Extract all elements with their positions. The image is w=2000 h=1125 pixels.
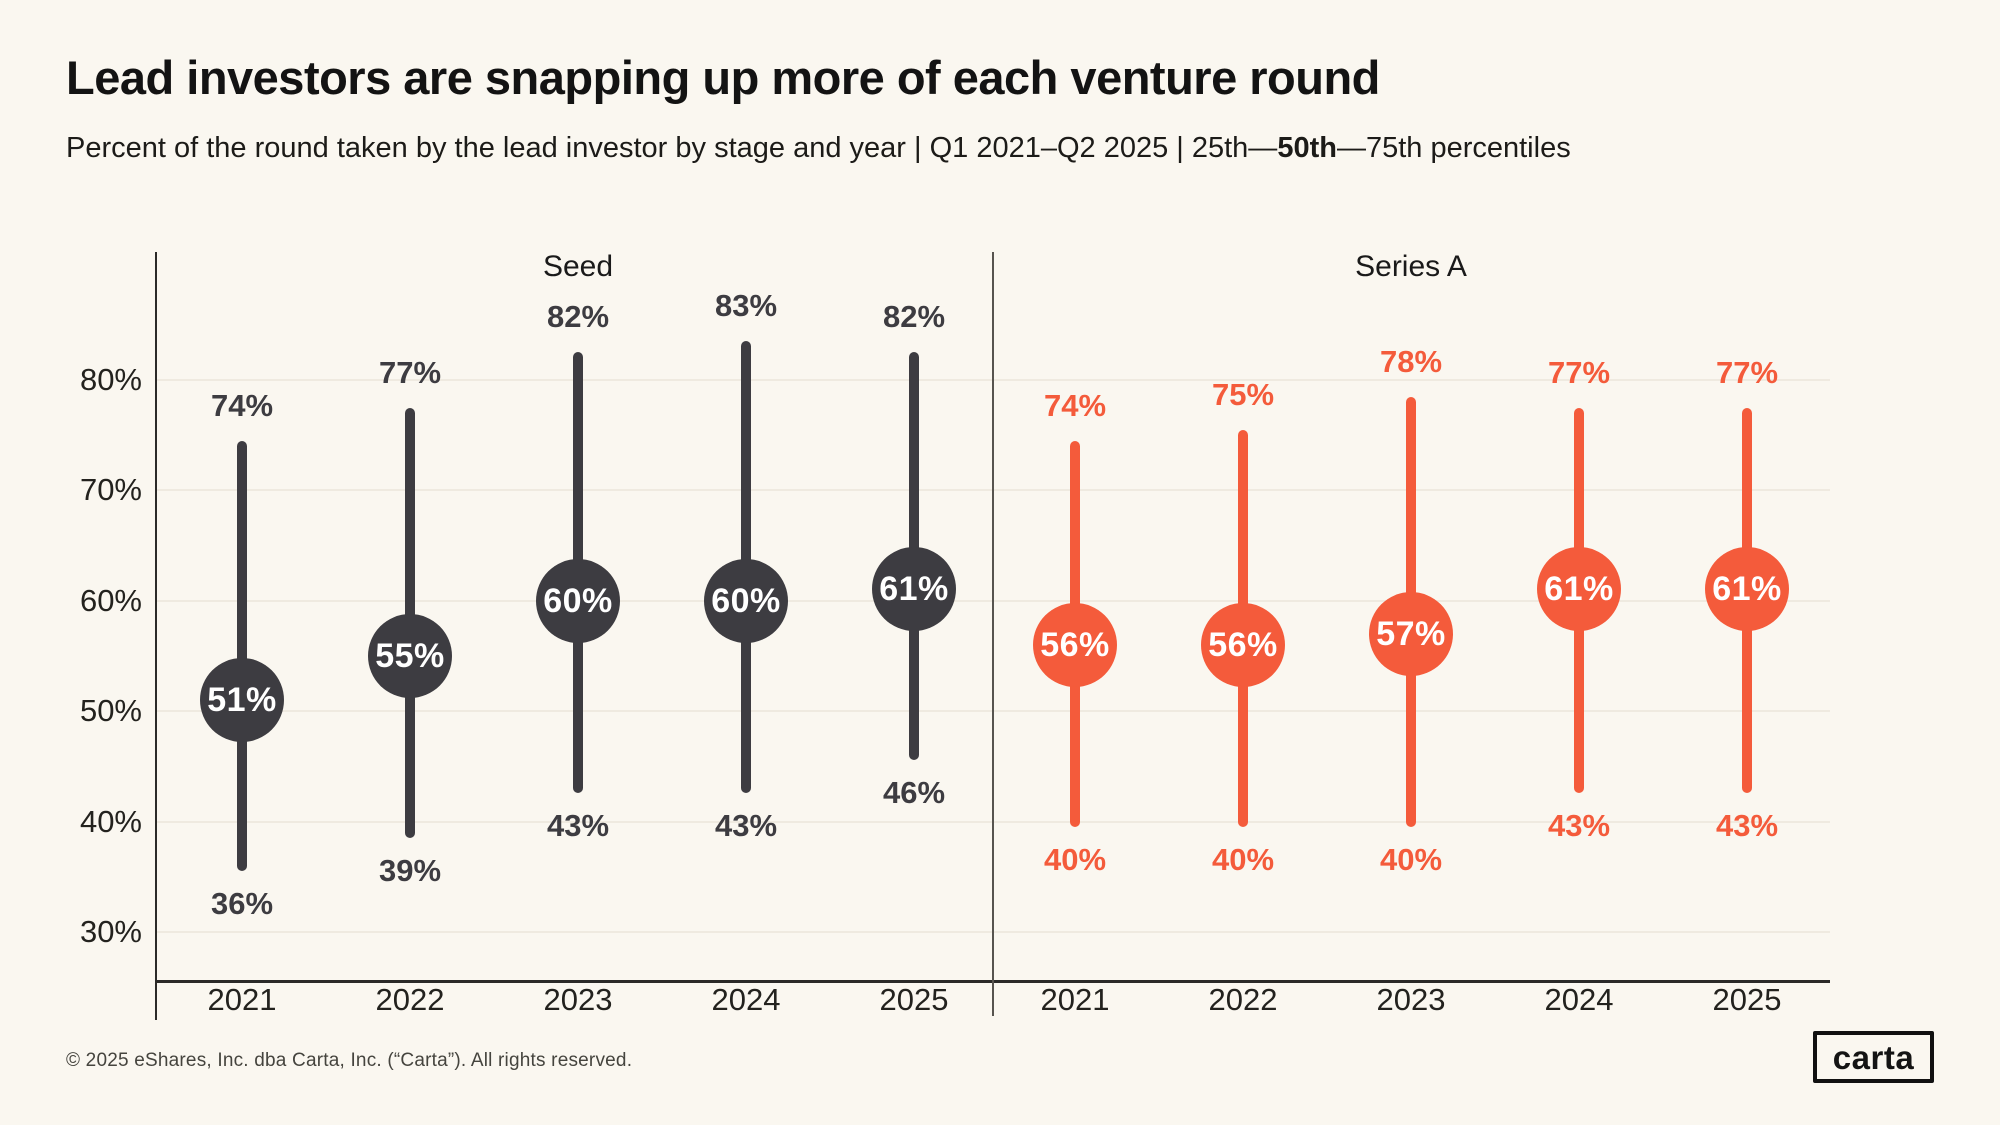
median-circle: 61% [872,547,956,631]
p25-value-label: 43% [1715,808,1779,843]
median-circle: 51% [200,658,284,742]
y-axis-tick-label: 50% [79,693,142,728]
x-axis-year-label: 2023 [1376,982,1446,1017]
p75-value-label: 83% [714,288,778,323]
p25-value-label: 39% [378,853,442,888]
p75-value-label: 82% [546,299,610,334]
x-axis-year-label: 2025 [879,982,949,1017]
x-axis-year-label: 2021 [1040,982,1110,1017]
y-axis-tick-label: 30% [79,914,142,949]
p25-value-label: 40% [1379,842,1443,877]
x-axis-year-label: 2024 [711,982,781,1017]
median-value-label: 56% [1208,625,1278,664]
median-value-label: 61% [1544,569,1614,608]
p75-value-label: 77% [1715,355,1779,390]
y-axis-line [155,252,157,1020]
y-axis-tick-label: 80% [79,362,142,397]
p75-value-label: 78% [1379,344,1443,379]
median-value-label: 61% [1712,569,1782,608]
subtitle-text-end: —75th percentiles [1336,132,1571,164]
median-value-label: 60% [711,581,781,620]
median-value-label: 56% [1040,625,1110,664]
x-axis-year-label: 2022 [375,982,445,1017]
median-circle: 61% [1705,547,1789,631]
median-circle: 56% [1033,603,1117,687]
median-value-label: 60% [543,581,613,620]
p25-value-label: 43% [714,808,778,843]
p75-value-label: 74% [1043,388,1107,423]
median-circle: 60% [536,559,620,643]
x-axis-year-label: 2022 [1208,982,1278,1017]
median-circle: 61% [1537,547,1621,631]
p75-value-label: 75% [1211,377,1275,412]
panel-title: Seed [542,250,614,283]
chart-subtitle: Percent of the round taken by the lead i… [66,132,1571,165]
median-value-label: 61% [879,569,949,608]
p25-value-label: 46% [882,775,946,810]
p25-value-label: 43% [546,808,610,843]
x-axis-year-label: 2024 [1544,982,1614,1017]
p25-value-label: 36% [210,886,274,921]
median-circle: 57% [1369,592,1453,676]
carta-logo-text: carta [1832,1038,1915,1076]
median-circle: 55% [368,614,452,698]
p75-value-label: 74% [210,388,274,423]
p75-value-label: 77% [1547,355,1611,390]
median-circle: 56% [1201,603,1285,687]
chart-title: Lead investors are snapping up more of e… [66,51,1380,104]
median-value-label: 57% [1376,614,1446,653]
p75-value-label: 82% [882,299,946,334]
copyright-text: © 2025 eShares, Inc. dba Carta, Inc. (“C… [66,1050,633,1071]
median-circle: 60% [704,559,788,643]
p25-value-label: 43% [1547,808,1611,843]
subtitle-text: Percent of the round taken by the lead i… [66,132,1278,164]
x-axis-year-label: 2025 [1712,982,1782,1017]
panel-divider-line [992,252,994,1016]
subtitle-median-emphasis: 50th [1277,132,1337,164]
carta-logo: carta [1813,1031,1934,1083]
median-value-label: 51% [207,680,277,719]
x-axis-year-label: 2023 [543,982,613,1017]
y-axis-tick-label: 70% [79,472,142,507]
p25-value-label: 40% [1211,842,1275,877]
p75-value-label: 77% [378,355,442,390]
p25-value-label: 40% [1043,842,1107,877]
y-axis-tick-label: 60% [79,583,142,618]
y-axis-tick-label: 40% [79,804,142,839]
panel-title: Series A [1355,250,1467,283]
percentile-range-bar [237,441,247,871]
median-value-label: 55% [375,636,445,675]
x-axis-year-label: 2021 [207,982,277,1017]
